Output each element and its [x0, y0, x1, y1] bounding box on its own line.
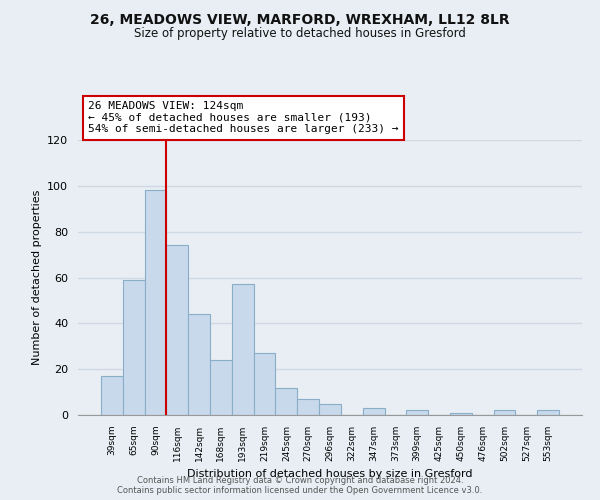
Text: Contains public sector information licensed under the Open Government Licence v3: Contains public sector information licen…	[118, 486, 482, 495]
Bar	[297, 399, 319, 415]
Bar	[363, 408, 385, 415]
Bar	[210, 360, 232, 415]
Bar	[101, 376, 123, 415]
Text: Size of property relative to detached houses in Gresford: Size of property relative to detached ho…	[134, 28, 466, 40]
X-axis label: Distribution of detached houses by size in Gresford: Distribution of detached houses by size …	[187, 470, 473, 480]
Bar	[275, 388, 297, 415]
Bar	[254, 353, 275, 415]
Bar	[145, 190, 166, 415]
Text: 26 MEADOWS VIEW: 124sqm
← 45% of detached houses are smaller (193)
54% of semi-d: 26 MEADOWS VIEW: 124sqm ← 45% of detache…	[88, 102, 398, 134]
Bar	[232, 284, 254, 415]
Bar	[406, 410, 428, 415]
Bar	[188, 314, 210, 415]
Bar	[166, 246, 188, 415]
Bar	[450, 412, 472, 415]
Text: Contains HM Land Registry data © Crown copyright and database right 2024.: Contains HM Land Registry data © Crown c…	[137, 476, 463, 485]
Bar	[494, 410, 515, 415]
Bar	[123, 280, 145, 415]
Text: 26, MEADOWS VIEW, MARFORD, WREXHAM, LL12 8LR: 26, MEADOWS VIEW, MARFORD, WREXHAM, LL12…	[90, 12, 510, 26]
Y-axis label: Number of detached properties: Number of detached properties	[32, 190, 41, 365]
Bar	[537, 410, 559, 415]
Bar	[319, 404, 341, 415]
